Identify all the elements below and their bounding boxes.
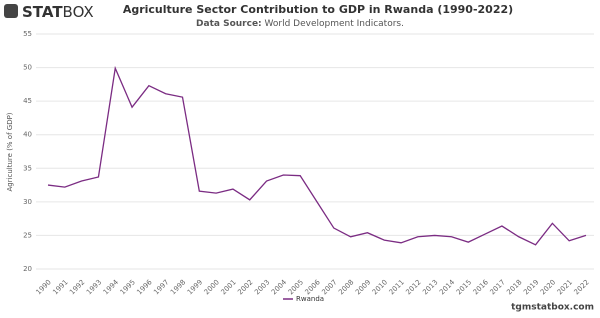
x-tick-label: 2012 [404,278,422,296]
x-tick-label: 1995 [119,278,137,296]
x-tick-label: 1990 [35,278,53,296]
y-tick-label: 30 [23,198,32,206]
x-tick-label: 1996 [135,278,154,297]
x-tick-label: 2000 [203,278,221,296]
x-tick-label: 2019 [522,278,540,296]
x-tick-label: 2015 [455,278,473,296]
y-tick-label: 35 [23,164,32,172]
x-tick-label: 2009 [354,278,372,296]
x-tick-label: 2003 [253,278,271,296]
footer: tgmstatbox.com [511,303,594,313]
x-tick-label: 2002 [236,278,254,296]
x-tick-label: 2014 [438,278,457,297]
x-tick-label: 1999 [186,278,204,296]
y-axis-label: Agriculture (% of GDP) [6,112,14,191]
x-tick-label: 1993 [85,278,103,296]
chart-title: Agriculture Sector Contribution to GDP i… [123,3,513,16]
y-tick-label: 40 [23,131,32,139]
x-tick-label: 2022 [573,278,591,296]
y-tick-label: 25 [23,231,32,239]
y-tick-label: 50 [23,64,32,72]
x-tick-label: 2016 [472,278,491,297]
y-tick-label: 45 [23,97,32,105]
subtitle-text: World Development Indicators. [265,19,404,29]
x-tick-label: 2013 [421,278,439,296]
y-tick-label: 20 [23,265,32,273]
x-tick-label: 2006 [304,278,323,297]
x-tick-label: 2021 [556,278,574,296]
x-tick-label: 1992 [68,278,86,296]
series-line [47,65,587,246]
legend-label: Rwanda [296,295,324,303]
x-tick-label: 2018 [505,278,523,296]
x-tick-label: 2010 [371,278,389,296]
x-tick-label: 1991 [51,278,69,296]
x-tick-label: 1994 [102,278,121,297]
x-tick-label: 2011 [388,278,406,296]
logo: STATBOX [22,3,94,21]
x-tick-label: 1997 [152,278,170,296]
x-tick-label: 2017 [489,278,507,296]
x-tick-label: 2008 [337,278,355,296]
subtitle-label: Data Source: [196,19,262,29]
x-tick-label: 2020 [539,278,557,296]
x-tick-label: 1998 [169,278,187,296]
x-tick-label: 2007 [320,278,338,296]
y-tick-label: 55 [23,30,32,38]
logo-light: BOX [63,3,94,21]
chart-subtitle: Data Source: World Development Indicator… [196,19,404,29]
x-tick-label: 2004 [270,278,289,297]
x-tick-label: 2001 [220,278,238,296]
x-tick-label: 2005 [287,278,305,296]
logo-icon [4,4,18,18]
logo-bold: STAT [22,3,63,21]
